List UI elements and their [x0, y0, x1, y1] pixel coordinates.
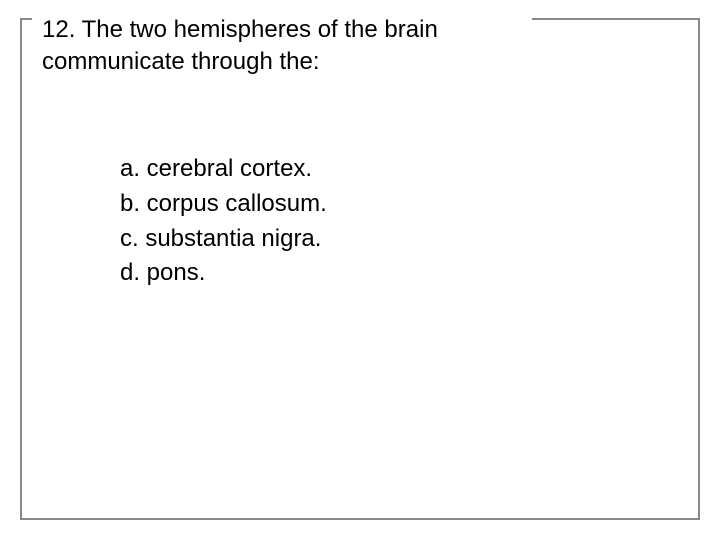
option-d: d. pons.	[120, 256, 327, 291]
option-c: c. substantia nigra.	[120, 222, 327, 257]
slide-frame: 12. The two hemispheres of the brain com…	[20, 18, 700, 520]
question-block: 12. The two hemispheres of the brain com…	[32, 10, 532, 83]
option-a: a. cerebral cortex.	[120, 152, 327, 187]
option-b: b. corpus callosum.	[120, 187, 327, 222]
question-text: 12. The two hemispheres of the brain com…	[42, 14, 518, 79]
options-list: a. cerebral cortex. b. corpus callosum. …	[120, 152, 327, 291]
